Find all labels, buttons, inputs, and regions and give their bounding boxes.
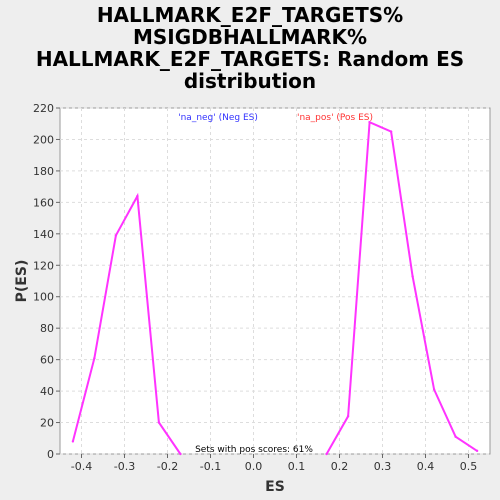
data-point-0-1 bbox=[93, 356, 96, 360]
series-line-0 bbox=[71, 192, 182, 455]
series-lines bbox=[71, 120, 479, 456]
x-tick-label-3: -0.1 bbox=[200, 460, 221, 473]
data-point-0-0 bbox=[71, 440, 75, 443]
y-tick-label-4: 80 bbox=[40, 322, 54, 335]
y-tick-label-7: 140 bbox=[33, 228, 54, 241]
data-point-0-2 bbox=[114, 234, 118, 237]
data-point-1-7 bbox=[475, 449, 479, 453]
pos-scores-annotation: Sets with pos scores: 61% bbox=[195, 445, 313, 455]
data-point-1-1 bbox=[346, 415, 350, 418]
plot-area bbox=[59, 107, 491, 455]
y-tick-label-11: 220 bbox=[33, 102, 54, 115]
chart-title-line-4: distribution bbox=[183, 69, 317, 93]
axes: -0.4 -0.3 -0.2 -0.1 0.0 0.1 0.2 0.3 0.4 0.5 0 20 40 6… bbox=[33, 102, 477, 473]
x-tick-label-2: -0.2 bbox=[157, 460, 178, 473]
grid bbox=[60, 107, 490, 455]
y-tick-label-9: 180 bbox=[33, 165, 54, 178]
data-point-0-5 bbox=[179, 452, 182, 456]
y-tick-label-10: 200 bbox=[33, 133, 54, 146]
y-tick-label-5: 100 bbox=[33, 291, 54, 304]
y-tick-label-3: 60 bbox=[40, 354, 54, 367]
data-point-1-2 bbox=[368, 120, 371, 124]
chart-title: HALLMARK_E2F_TARGETS% MSIGDBHALLMARK% HA… bbox=[0, 4, 500, 92]
data-point-0-4 bbox=[157, 421, 161, 424]
data-point-1-6 bbox=[454, 435, 457, 438]
data-point-1-3 bbox=[389, 130, 393, 133]
series-line-1 bbox=[325, 120, 478, 455]
data-point-0-3 bbox=[136, 194, 139, 198]
x-tick-label-8: 0.4 bbox=[417, 460, 435, 473]
chart-title-line-1: HALLMARK_E2F_TARGETS% bbox=[96, 3, 404, 27]
x-tick-label-6: 0.2 bbox=[331, 460, 349, 473]
data-point-1-4 bbox=[411, 275, 414, 278]
y-axis-title: P(ES) bbox=[14, 260, 30, 303]
x-tick-label-7: 0.3 bbox=[374, 460, 392, 473]
y-tick-label-2: 40 bbox=[40, 385, 54, 398]
x-tick-label-1: -0.3 bbox=[114, 460, 135, 473]
legend-neg-es: 'na_neg' (Neg ES) bbox=[178, 113, 258, 123]
data-point-1-0 bbox=[325, 452, 328, 456]
data-point-1-5 bbox=[432, 388, 436, 391]
y-tick-label-0: 0 bbox=[47, 448, 54, 461]
x-tick-label-0: -0.4 bbox=[71, 460, 92, 473]
x-tick-label-4: 0.0 bbox=[245, 460, 263, 473]
y-tick-label-8: 160 bbox=[33, 196, 54, 209]
x-tick-label-9: 0.5 bbox=[460, 460, 478, 473]
y-tick-label-6: 120 bbox=[33, 259, 54, 272]
chart-title-line-3: HALLMARK_E2F_TARGETS: Random ES bbox=[35, 47, 465, 71]
chart-title-line-2: MSIGDBHALLMARK% bbox=[132, 25, 368, 49]
x-tick-label-5: 0.1 bbox=[288, 460, 306, 473]
legend-pos-es: 'na_pos' (Pos ES) bbox=[297, 113, 373, 123]
y-tick-label-1: 20 bbox=[40, 417, 54, 430]
x-axis-title: ES bbox=[265, 479, 285, 495]
